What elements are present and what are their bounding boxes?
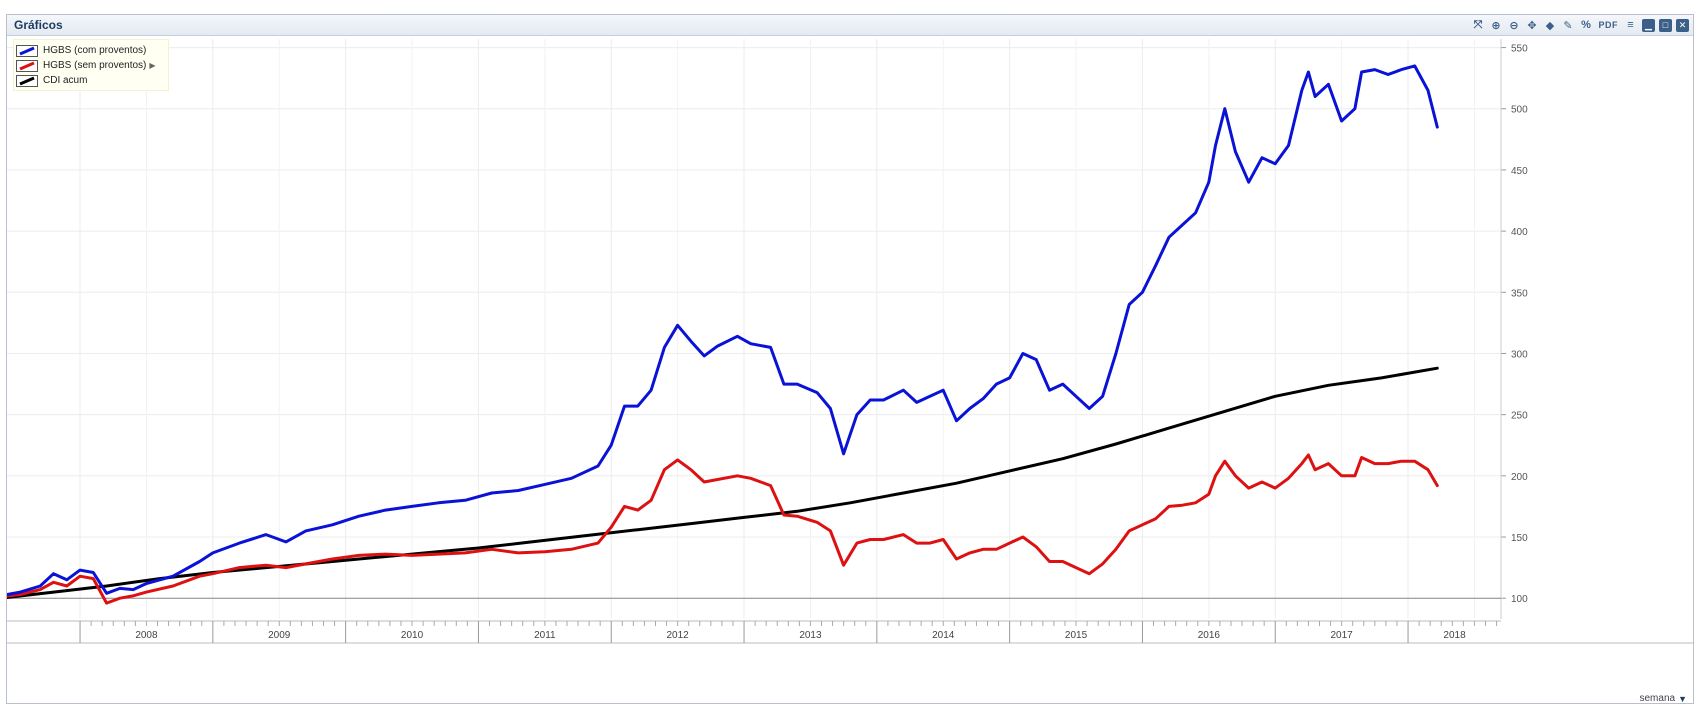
y-tick-label: 400 [1511, 227, 1528, 238]
zoom-in-icon[interactable]: ⊕ [1491, 19, 1501, 32]
pan-icon[interactable]: ✥ [1527, 19, 1537, 32]
draw-icon[interactable]: ✎ [1563, 19, 1573, 32]
y-tick-label: 350 [1511, 288, 1528, 299]
legend-swatch [16, 44, 38, 57]
y-tick-label: 550 [1511, 44, 1528, 55]
chart-legend: HGBS (com proventos) HGBS (sem proventos)… [13, 39, 169, 91]
zoom-out-icon[interactable]: ⊖ [1509, 19, 1519, 32]
y-tick-label: 300 [1511, 349, 1528, 360]
close-icon[interactable]: ✕ [1676, 18, 1689, 32]
legend-label: CDI acum [43, 75, 88, 86]
menu-icon[interactable]: ≡ [1627, 19, 1634, 31]
legend-item[interactable]: HGBS (com proventos) [16, 43, 146, 58]
x-tick-label: 2016 [1198, 630, 1221, 641]
legend-item[interactable]: CDI acum [16, 73, 87, 88]
series-1 [7, 453, 1439, 605]
x-axis: 2008 2009 2010 2011 2012 2013 2014 2015 2016 2017… [7, 620, 1693, 644]
panel-title: Gráficos [14, 18, 63, 32]
x-tick-label: 2018 [1443, 630, 1466, 641]
legend-swatch [16, 59, 38, 72]
y-tick-label: 500 [1511, 105, 1528, 116]
x-tick-label: 2008 [135, 630, 158, 641]
y-tick-label: 450 [1511, 166, 1528, 177]
x-tick-label: 2012 [667, 630, 690, 641]
x-tick-label: 2017 [1331, 630, 1354, 641]
period-label: semana [1639, 693, 1676, 704]
series-line [7, 366, 1439, 599]
series-0 [7, 64, 1439, 597]
period-selector[interactable]: semana ▼ [1640, 693, 1688, 704]
legend-swatch [16, 74, 38, 87]
y-tick-label: 100 [1511, 594, 1528, 605]
series-line [7, 453, 1439, 605]
legend-expand-icon[interactable]: ▶ [149, 61, 156, 70]
legend-label: HGBS (sem proventos) [43, 60, 147, 71]
grid-lines [7, 39, 1506, 619]
chevron-down-icon: ▼ [1678, 693, 1687, 704]
x-tick-label: 2015 [1065, 630, 1088, 641]
x-tick-label: 2009 [268, 630, 291, 641]
y-tick-label: 200 [1511, 472, 1528, 483]
percent-icon[interactable]: % [1581, 19, 1591, 31]
x-tick-label: 2011 [534, 630, 556, 641]
series-line [7, 64, 1439, 597]
minimize-icon[interactable]: ▁ [1642, 18, 1655, 32]
chart-toolbar: ⤧ ⊕ ⊖ ✥ ◆ ✎% PDF ≡ ▁ □ ✕ [1471, 17, 1689, 33]
y-tick-label: 150 [1511, 533, 1528, 544]
x-tick-label: 2010 [401, 630, 424, 641]
maximize-icon[interactable]: □ [1659, 18, 1672, 32]
panel-titlebar: Gráficos ⤧ ⊕ ⊖ ✥ ◆ ✎% PDF ≡ ▁ □ ✕ [7, 15, 1693, 36]
x-tick-label: 2013 [799, 630, 822, 641]
series-2 [7, 366, 1439, 599]
x-tick-label: 2014 [932, 630, 955, 641]
y-tick-label: 250 [1511, 411, 1528, 422]
legend-item[interactable]: HGBS (sem proventos) ▶ [16, 58, 156, 73]
tag-icon[interactable]: ◆ [1545, 19, 1555, 32]
fullscreen-icon[interactable]: ⤧ [1473, 18, 1483, 31]
legend-label: HGBS (com proventos) [43, 45, 147, 56]
charts-panel: Gráficos ⤧ ⊕ ⊖ ✥ ◆ ✎% PDF ≡ ▁ □ ✕ 100 150 200 250 300 3… [6, 14, 1694, 704]
pdf-icon[interactable]: PDF [1598, 20, 1618, 30]
